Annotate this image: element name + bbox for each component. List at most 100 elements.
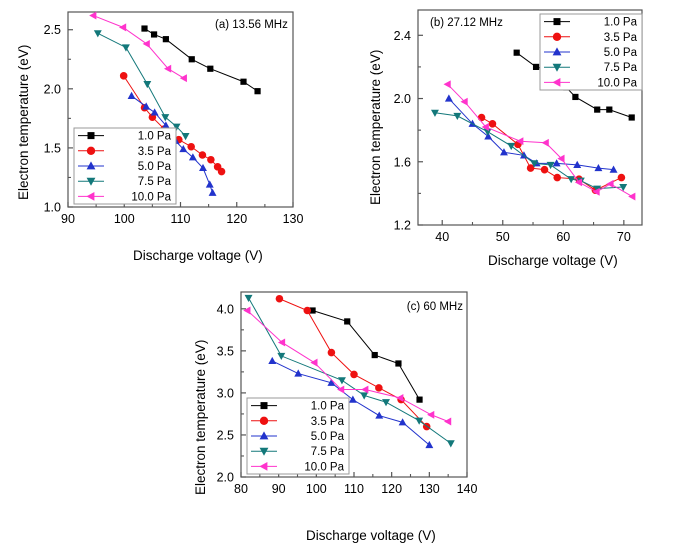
series-7-5-Pa <box>244 294 455 448</box>
series-7-5-Pa <box>430 109 628 193</box>
x-tick-label: 140 <box>457 482 478 496</box>
data-point <box>187 142 195 151</box>
y-tick-label: 1.5 <box>44 141 61 155</box>
legend-marker <box>552 63 562 72</box>
x-tick-label: 130 <box>283 212 304 226</box>
data-point <box>143 81 152 89</box>
legend-label: 7.5 Pa <box>138 176 172 188</box>
legend-marker <box>86 146 96 155</box>
series-10-0-Pa <box>243 306 452 426</box>
y-tick-label: 2.0 <box>44 82 61 96</box>
data-point <box>150 31 158 38</box>
data-point <box>360 392 369 400</box>
data-point <box>453 112 462 121</box>
data-point <box>327 348 336 357</box>
y-tick-label: 1.2 <box>394 219 411 233</box>
x-tick-label: 120 <box>381 482 402 496</box>
data-point <box>430 109 439 117</box>
data-point <box>628 192 636 201</box>
data-point <box>415 417 424 425</box>
data-point <box>162 36 169 43</box>
legend-label: 1.0 Pa <box>311 401 345 413</box>
legend-label: 7.5 Pa <box>604 62 638 74</box>
data-point <box>161 114 170 122</box>
x-tick-label: 100 <box>114 212 135 226</box>
data-point <box>207 155 215 164</box>
data-point <box>594 106 601 113</box>
panel-b: Electron temperature (eV) Discharge volt… <box>350 0 700 280</box>
data-point <box>530 160 539 168</box>
series-10-0-Pa <box>443 80 636 201</box>
data-point <box>375 411 384 419</box>
data-point <box>477 113 486 122</box>
data-point <box>444 94 453 102</box>
series-1-0-Pa <box>141 25 261 95</box>
legend-label: 7.5 Pa <box>311 446 345 458</box>
panel-b-plot: 40 50 60 70 1.2 1.6 2.0 2.4 (b) 27.12 MHz 1.0 Pa 3… <box>394 9 643 244</box>
series-3-5-Pa <box>477 113 626 195</box>
data-point <box>371 351 378 359</box>
data-point <box>395 360 402 367</box>
x-tick-label: 40 <box>435 230 449 244</box>
data-point <box>118 23 127 32</box>
data-point <box>327 378 336 386</box>
data-point <box>460 97 468 106</box>
data-point <box>594 163 603 172</box>
series-line <box>123 75 222 172</box>
series-7-5-Pa <box>93 30 190 141</box>
data-point <box>526 164 535 172</box>
data-point <box>606 179 614 188</box>
data-point <box>207 65 214 72</box>
data-point <box>344 318 351 325</box>
legend-label: 10.0 Pa <box>597 77 637 89</box>
data-point <box>150 108 159 116</box>
series-line <box>131 95 214 193</box>
series-line <box>97 32 186 137</box>
legend: 1.0 Pa 3.5 Pa 5.0 Pa 7.5 Pa 10.0 Pa <box>539 13 643 91</box>
data-point <box>179 74 187 83</box>
data-point <box>277 352 286 361</box>
data-point <box>398 418 407 426</box>
panel-tag: (c) 60 MHz <box>407 301 463 313</box>
data-point <box>516 137 524 146</box>
series-line <box>247 310 449 422</box>
legend-label: 3.5 Pa <box>311 416 345 428</box>
data-point <box>609 165 618 173</box>
data-point <box>161 121 170 129</box>
data-point <box>89 11 97 20</box>
data-point <box>243 306 251 315</box>
x-tick-label: 50 <box>496 230 510 244</box>
data-point <box>240 78 247 85</box>
data-point <box>361 385 369 394</box>
x-tick-label: 100 <box>306 482 327 496</box>
legend-marker <box>260 402 268 410</box>
y-tick-label: 3.5 <box>217 344 234 358</box>
data-point <box>427 410 435 419</box>
legend-marker <box>552 32 562 41</box>
data-point <box>121 44 130 52</box>
series-10-0-Pa <box>89 11 187 83</box>
data-point <box>127 91 136 99</box>
data-point <box>268 356 277 365</box>
x-tick-label: 110 <box>344 482 364 496</box>
legend: 1.0 Pa 3.5 Pa 5.0 Pa 7.5 Pa 10.0 Pa <box>246 397 350 475</box>
legend-label: 10.0 Pa <box>131 191 171 203</box>
x-tick-label: 90 <box>61 212 75 226</box>
legend-label: 1.0 Pa <box>138 131 172 143</box>
data-point <box>606 106 613 113</box>
panel-c: Electron temperature (eV) Discharge volt… <box>175 280 525 556</box>
data-point <box>198 151 207 159</box>
legend-label: 5.0 Pa <box>604 47 638 59</box>
series-line <box>447 83 633 197</box>
y-tick-label: 1.6 <box>394 155 411 169</box>
data-point <box>217 167 226 176</box>
series-5-0-Pa <box>268 356 434 449</box>
data-point <box>375 384 383 392</box>
data-point <box>181 133 190 141</box>
data-point <box>574 178 583 187</box>
data-point <box>294 369 303 377</box>
data-point <box>396 393 404 402</box>
data-point <box>572 93 579 101</box>
data-point <box>500 148 508 156</box>
data-point <box>483 128 492 136</box>
